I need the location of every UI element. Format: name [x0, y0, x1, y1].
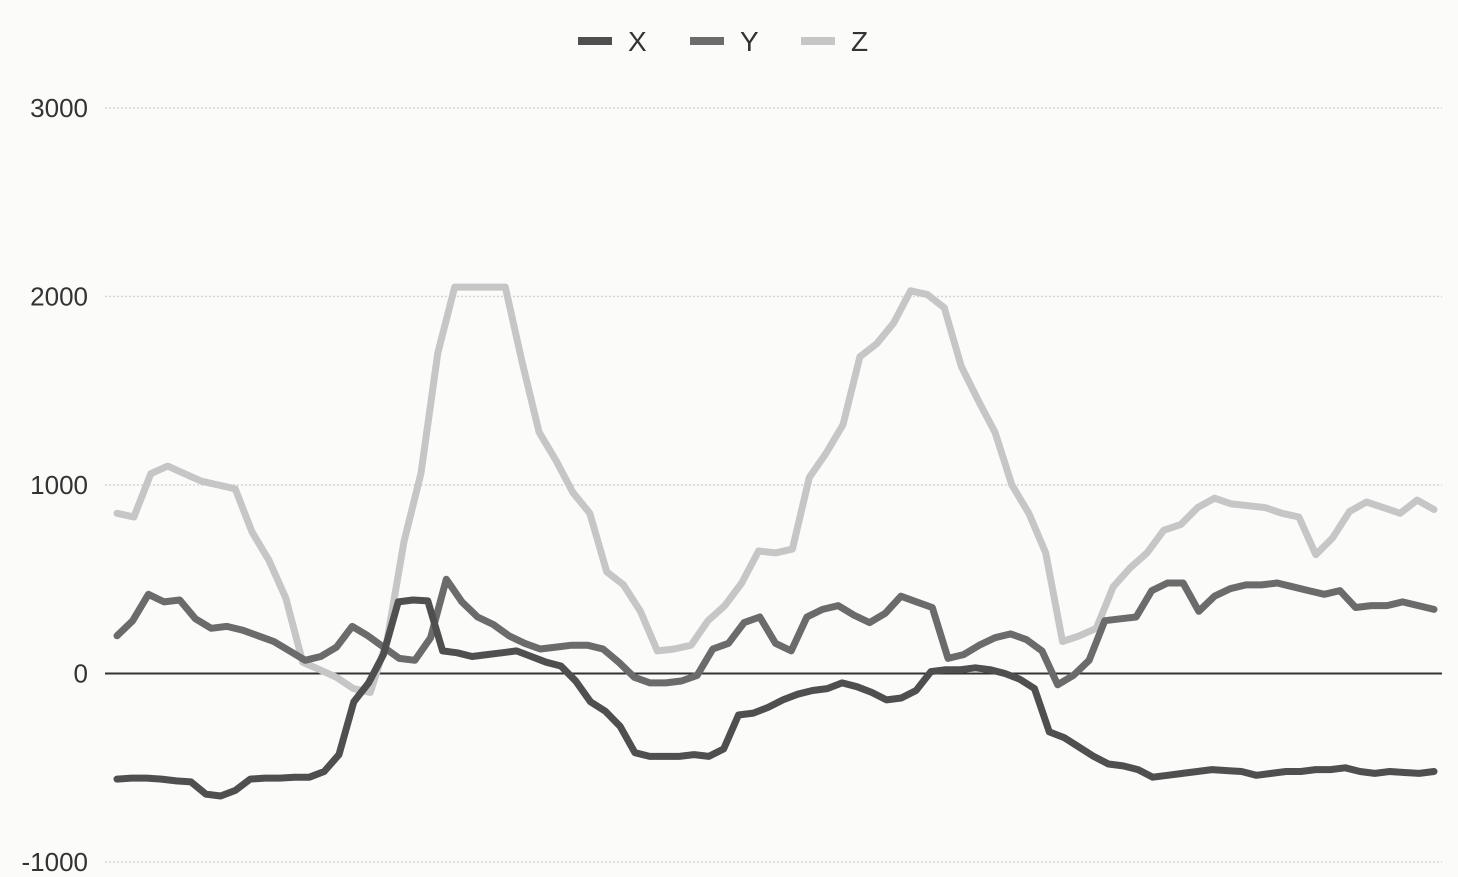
y-tick-label: 3000	[30, 93, 88, 123]
series-layer	[113, 283, 1438, 800]
y-axis-tick-labels: 3000 2000 1000 0 -1000	[22, 93, 89, 877]
y-tick-label: 2000	[30, 282, 88, 312]
y-tick-label: 1000	[30, 470, 88, 500]
legend-label-y: Y	[740, 26, 759, 57]
series-line-z	[113, 283, 1438, 696]
y-tick-label: -1000	[22, 847, 89, 877]
legend-label-x: X	[628, 26, 647, 57]
series-line-y	[113, 575, 1438, 689]
series-line-x	[113, 596, 1438, 800]
grid-layer	[105, 107, 1442, 863]
legend-label-z: Z	[851, 26, 868, 57]
y-tick-label: 0	[74, 659, 88, 689]
legend: X Y Z	[578, 26, 868, 57]
